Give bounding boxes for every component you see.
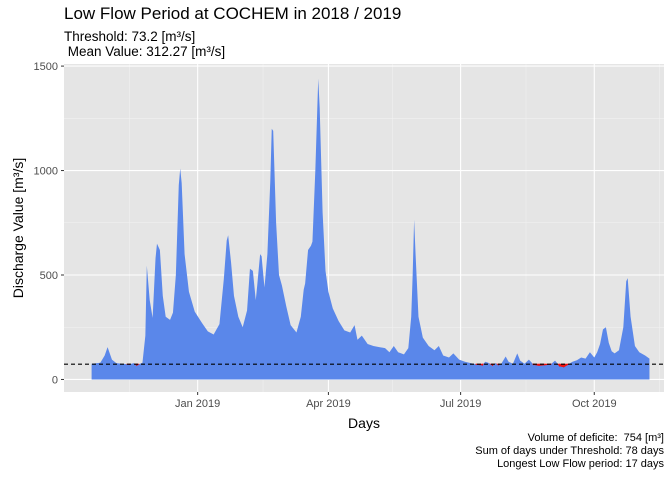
y-tick-label: 0 (52, 374, 58, 386)
deficit-summary: Volume of deficite: 754 [m³] Sum of days… (475, 432, 664, 471)
x-tick-label: Apr 2019 (306, 398, 351, 410)
x-tick-label: Jan 2019 (175, 398, 220, 410)
deficit-segment (482, 363, 485, 367)
y-tick-label: 1000 (34, 166, 58, 178)
y-tick-label: 500 (40, 270, 58, 282)
x-tick-label: Oct 2019 (572, 398, 617, 410)
y-tick-label: 1500 (34, 61, 58, 73)
major-gridlines (64, 64, 664, 392)
chart-title: Low Flow Period at COCHEM in 2018 / 2019 (64, 4, 402, 23)
days-under-threshold-text: Sum of days under Threshold: 78 days (475, 445, 664, 457)
y-axis-ticks: 0 500 1000 1500 (34, 61, 64, 386)
x-tick-label: Jul 2019 (440, 398, 482, 410)
discharge-area (91, 78, 650, 380)
longest-low-flow-text: Longest Low Flow period: 17 days (497, 458, 664, 470)
x-axis-ticks: Jan 2019 Apr 2019 Jul 2019 Oct 2019 (175, 392, 617, 410)
chart-subtitle-mean: Mean Value: 312.27 [m³/s] (64, 44, 226, 59)
y-axis-title: Discharge Value [m³/s] (10, 158, 26, 299)
x-axis-title: Days (348, 415, 380, 431)
discharge-area-layer (91, 78, 650, 380)
chart-subtitle-threshold: Threshold: 73.2 [m³/s] (64, 29, 196, 44)
deficit-volume-text: Volume of deficite: 754 [m³] (527, 432, 664, 444)
